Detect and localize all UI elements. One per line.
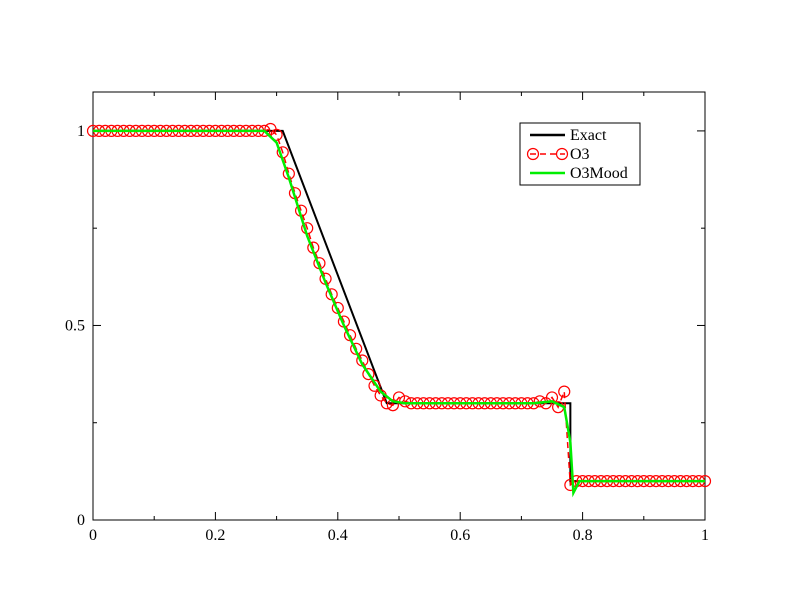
legend-item-exact: Exact: [530, 127, 607, 144]
x-tick-label: 1: [701, 527, 709, 544]
legend-swatch-marker: [555, 147, 569, 161]
series-o3mood: [93, 129, 705, 498]
x-tick-label: 0.2: [205, 527, 225, 544]
o3-point: [270, 128, 283, 141]
y-tick-label: 0: [77, 512, 85, 529]
legend-label: O3: [570, 146, 590, 163]
x-tick-label: 0: [89, 527, 97, 544]
x-tick-label: 0.8: [573, 527, 593, 544]
x-tick-label: 0.4: [328, 527, 348, 544]
y-tick-label: 1: [77, 123, 85, 140]
x-tick-label: 0.6: [450, 527, 470, 544]
y-tick-label: 0.5: [65, 317, 85, 334]
legend-label: O3Mood: [570, 165, 628, 182]
legend-item-o3mood: O3Mood: [530, 165, 628, 182]
legend-label: Exact: [570, 127, 607, 144]
o3-point: [386, 399, 399, 412]
o3-point: [368, 379, 381, 392]
series-line-o3mood: [93, 129, 705, 498]
legend: Exact O3 O3Mood: [519, 122, 641, 186]
o3-point: [558, 385, 571, 398]
o3-point: [545, 391, 559, 404]
series-layer: [86, 122, 712, 498]
legend-swatch-marker: [526, 147, 540, 161]
legend-items: Exact O3 O3Mood: [526, 127, 628, 182]
o3-point: [362, 367, 375, 381]
legend-item-o3: O3: [526, 146, 590, 163]
axis-ticks: 0 0.2 0.4 0.6 0.8 1 0 0.5 1: [65, 92, 709, 544]
o3-point: [564, 478, 577, 492]
